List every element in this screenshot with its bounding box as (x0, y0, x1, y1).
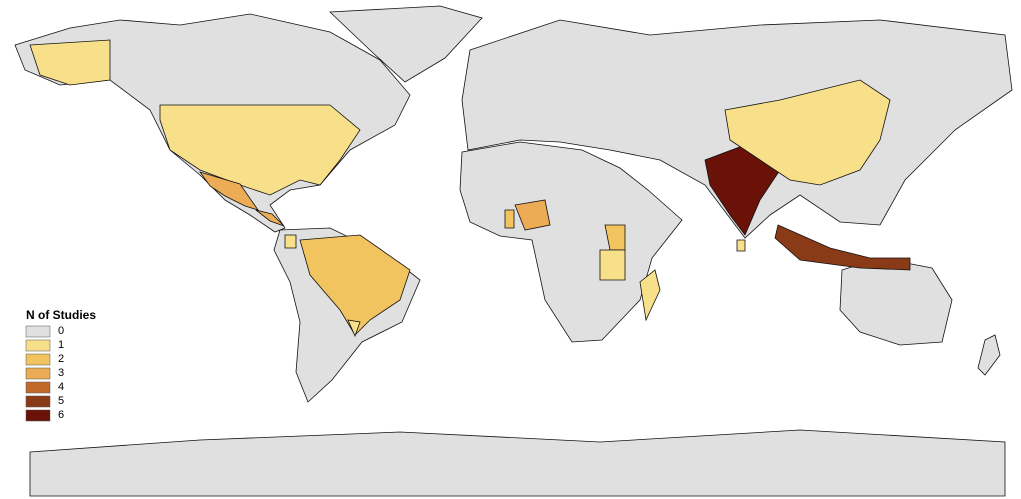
country (198, 171, 259, 211)
country (774, 224, 911, 271)
country (299, 234, 411, 336)
country (159, 104, 361, 196)
antarctica (29, 429, 1006, 497)
country (284, 234, 297, 249)
legend-label: 3 (58, 367, 64, 379)
legend-swatch (25, 367, 51, 380)
legend-label: 0 (58, 325, 64, 337)
legend-label: 4 (58, 381, 64, 393)
studied-countries (29, 39, 911, 338)
australia (839, 257, 953, 346)
legend-swatch (25, 395, 51, 408)
country (724, 79, 891, 186)
country (736, 239, 746, 252)
country (514, 199, 551, 231)
africa (459, 141, 683, 343)
country (347, 319, 361, 338)
country (255, 209, 285, 227)
legend-swatch (25, 325, 51, 338)
new-zealand (977, 334, 1001, 376)
legend-label: 2 (58, 353, 64, 365)
country (29, 39, 111, 86)
legend-title: N of Studies (26, 308, 96, 322)
legend-label: 5 (58, 395, 64, 407)
legend-label: 1 (58, 339, 64, 351)
legend-swatch (25, 381, 51, 394)
legend-swatch (25, 353, 51, 366)
legend-swatch (25, 409, 51, 422)
country (639, 269, 661, 322)
legend: N of Studies 0 1 2 3 4 5 6 (25, 308, 96, 422)
legend-label: 6 (58, 409, 64, 421)
landmasses (14, 5, 1013, 497)
legend-swatch (25, 339, 51, 352)
greenland (329, 5, 483, 83)
country (504, 209, 515, 229)
country (599, 249, 626, 281)
